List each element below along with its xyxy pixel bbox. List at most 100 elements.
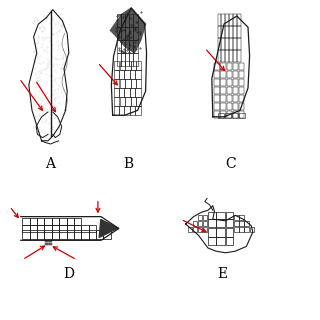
Bar [114, 79, 119, 88]
Bar [218, 14, 221, 26]
Bar [37, 225, 44, 232]
Bar [124, 106, 130, 115]
Bar [239, 63, 244, 70]
Bar [239, 113, 245, 118]
Bar [244, 221, 249, 226]
Bar [22, 225, 30, 232]
Bar [208, 228, 216, 237]
Polygon shape [99, 220, 119, 237]
Bar [129, 14, 133, 27]
Bar [133, 53, 138, 66]
Bar [239, 71, 244, 78]
Bar [74, 230, 81, 239]
Bar [225, 50, 229, 62]
Bar [220, 111, 226, 118]
Bar [239, 215, 244, 220]
Bar [22, 218, 30, 225]
Bar [50, 243, 52, 245]
Bar [214, 111, 220, 118]
Bar [239, 87, 244, 94]
Bar [227, 87, 232, 94]
Bar [221, 14, 225, 26]
Bar [120, 97, 125, 106]
Bar [227, 63, 232, 70]
Bar [129, 40, 133, 53]
Bar [119, 70, 124, 79]
Text: B: B [123, 157, 133, 171]
Bar [225, 38, 229, 50]
Bar [125, 14, 129, 27]
Bar [221, 38, 225, 50]
Bar [216, 219, 225, 227]
Bar [229, 26, 233, 38]
Bar [203, 227, 207, 232]
Bar [232, 113, 238, 118]
Bar [67, 225, 74, 232]
Bar [233, 50, 237, 62]
Bar [120, 79, 125, 88]
Bar [237, 14, 241, 26]
Bar [237, 38, 241, 50]
Bar [114, 70, 119, 79]
Bar [203, 221, 207, 226]
Bar [89, 225, 96, 232]
Bar [214, 79, 220, 86]
Bar [67, 218, 74, 225]
Bar [114, 88, 119, 97]
Bar [50, 240, 52, 242]
Bar [227, 71, 232, 78]
Bar [214, 95, 220, 102]
Bar [233, 87, 238, 94]
Bar [121, 27, 125, 40]
Bar [136, 61, 141, 70]
Bar [89, 230, 96, 239]
Bar [250, 227, 254, 232]
Bar [233, 14, 237, 26]
Bar [117, 14, 121, 27]
Text: C: C [225, 157, 236, 171]
Bar [214, 71, 220, 78]
Bar [52, 230, 59, 239]
Bar [218, 26, 221, 38]
Bar [52, 218, 59, 225]
Bar [114, 61, 119, 70]
Bar [220, 87, 226, 94]
Bar [74, 218, 81, 225]
Bar [226, 228, 233, 237]
Bar [117, 53, 121, 66]
Bar [125, 97, 131, 106]
Bar [227, 103, 232, 110]
Bar [233, 79, 238, 86]
Bar [47, 240, 50, 242]
Bar [130, 70, 135, 79]
Bar [233, 111, 238, 118]
Bar [30, 218, 37, 225]
Bar [119, 106, 124, 115]
Bar [125, 27, 129, 40]
Bar [216, 237, 225, 245]
Bar [233, 26, 237, 38]
Bar [220, 95, 226, 102]
Bar [220, 103, 226, 110]
Bar [44, 230, 52, 239]
Bar [131, 61, 136, 70]
Bar [121, 14, 125, 27]
Bar [233, 38, 237, 50]
Bar [218, 50, 221, 62]
Bar [227, 111, 232, 118]
Bar [125, 61, 131, 70]
Bar [125, 40, 129, 53]
Bar [121, 40, 125, 53]
Bar [198, 221, 202, 226]
Bar [233, 63, 238, 70]
Bar [45, 240, 47, 242]
Bar [225, 26, 229, 38]
Bar [220, 71, 226, 78]
Bar [237, 50, 241, 62]
Bar [121, 53, 125, 66]
Bar [221, 50, 225, 62]
Bar [234, 221, 239, 226]
Bar [135, 106, 141, 115]
Bar [131, 79, 136, 88]
Bar [59, 218, 67, 225]
